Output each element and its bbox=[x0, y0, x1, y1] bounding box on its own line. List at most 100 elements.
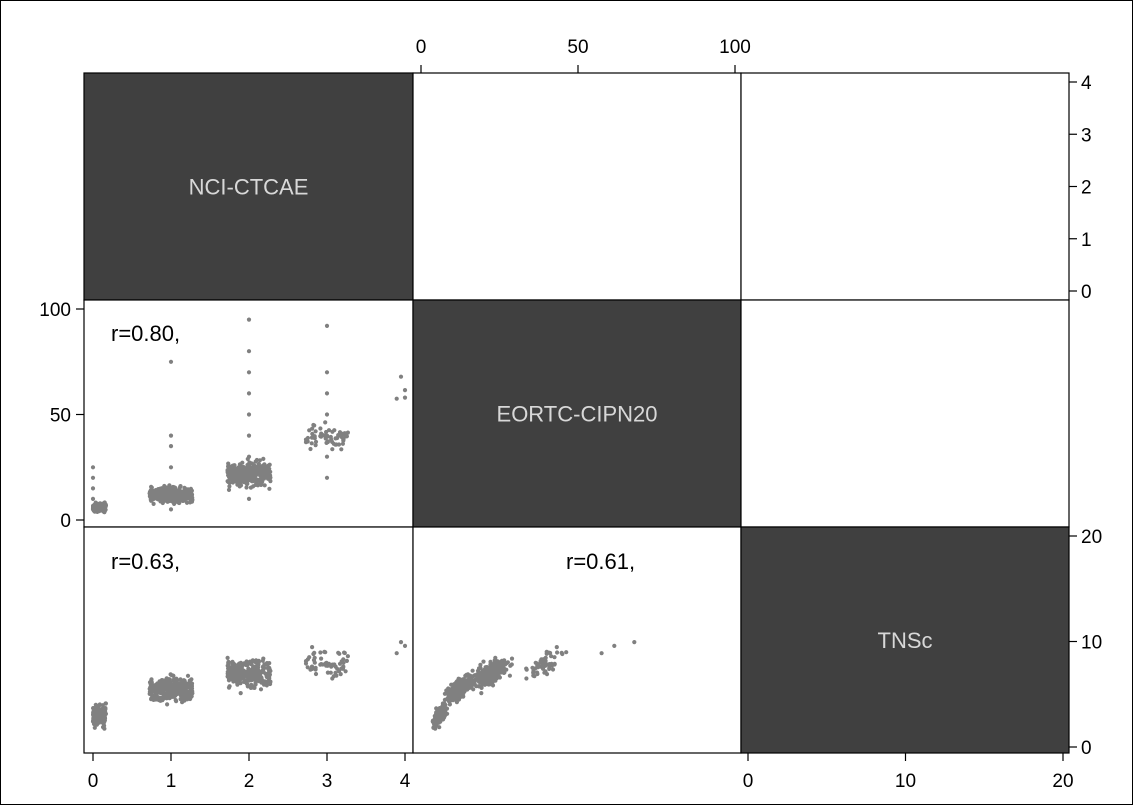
point-tnsc-vs-eortc bbox=[487, 682, 492, 687]
point-eortc-vs-nci bbox=[310, 426, 315, 431]
point-tnsc-vs-eortc bbox=[545, 662, 550, 667]
point-tnsc-vs-eortc bbox=[492, 672, 497, 678]
point-tnsc-vs-eortc bbox=[478, 665, 483, 671]
point-tnsc-vs-eortc bbox=[504, 667, 509, 672]
point-tnsc-vs-nci bbox=[103, 701, 108, 706]
point-tnsc-vs-nci bbox=[330, 663, 335, 668]
diagonal-panel-tnsc bbox=[740, 526, 1070, 754]
point-eortc-vs-nci bbox=[176, 495, 181, 500]
point-tnsc-vs-nci bbox=[153, 684, 158, 690]
tick-label-bottom-nci: 3 bbox=[322, 771, 333, 792]
point-eortc-vs-nci bbox=[189, 494, 194, 499]
point-tnsc-vs-nci bbox=[176, 687, 181, 692]
point-tnsc-vs-eortc bbox=[487, 674, 492, 680]
panel-r0-c2 bbox=[740, 72, 1070, 301]
point-tnsc-vs-eortc bbox=[482, 670, 487, 675]
point-eortc-vs-nci bbox=[94, 502, 99, 508]
point-eortc-vs-nci bbox=[311, 422, 316, 428]
point-tnsc-vs-nci bbox=[92, 725, 97, 730]
diagonal-panel-nci-ctcae bbox=[83, 72, 414, 301]
point-eortc-vs-nci bbox=[339, 447, 344, 452]
point-tnsc-vs-nci bbox=[398, 640, 404, 645]
point-tnsc-vs-nci bbox=[246, 666, 251, 671]
point-eortc-vs-nci bbox=[309, 441, 314, 446]
tick-label-bottom-nci: 1 bbox=[166, 771, 177, 792]
point-eortc-vs-nci bbox=[168, 465, 174, 470]
point-tnsc-vs-nci bbox=[96, 704, 101, 709]
point-eortc-vs-nci bbox=[303, 437, 309, 442]
point-eortc-vs-nci bbox=[238, 483, 244, 488]
point-tnsc-vs-nci bbox=[256, 658, 261, 664]
tick-label-right-nci: 0 bbox=[1081, 282, 1092, 303]
point-tnsc-vs-nci bbox=[226, 662, 231, 667]
tick-label-bottom-tnsc: 10 bbox=[895, 771, 916, 792]
point-tnsc-vs-nci bbox=[165, 702, 170, 707]
point-tnsc-vs-nci bbox=[322, 649, 327, 655]
point-eortc-vs-nci bbox=[246, 317, 252, 322]
point-tnsc-vs-nci bbox=[173, 683, 178, 688]
point-eortc-vs-nci bbox=[324, 454, 330, 459]
point-tnsc-vs-eortc bbox=[447, 702, 452, 707]
point-tnsc-vs-nci bbox=[339, 659, 344, 664]
point-tnsc-vs-nci bbox=[342, 650, 347, 655]
point-tnsc-vs-eortc bbox=[442, 691, 447, 696]
point-tnsc-vs-eortc bbox=[560, 651, 565, 657]
point-tnsc-vs-eortc bbox=[497, 668, 502, 674]
point-eortc-vs-nci bbox=[226, 473, 231, 478]
point-tnsc-vs-eortc bbox=[494, 658, 499, 664]
point-tnsc-vs-nci bbox=[230, 665, 235, 671]
point-eortc-vs-nci bbox=[90, 475, 96, 480]
point-eortc-vs-nci bbox=[246, 454, 252, 459]
point-eortc-vs-nci bbox=[394, 396, 399, 401]
point-eortc-vs-nci bbox=[172, 501, 177, 506]
point-tnsc-vs-nci bbox=[164, 685, 169, 690]
point-tnsc-vs-nci bbox=[152, 697, 157, 702]
point-tnsc-vs-nci bbox=[254, 663, 259, 668]
point-eortc-vs-nci bbox=[324, 412, 330, 417]
point-tnsc-vs-eortc bbox=[454, 685, 459, 690]
point-eortc-vs-nci bbox=[183, 488, 188, 493]
point-tnsc-vs-nci bbox=[235, 682, 240, 687]
point-tnsc-vs-nci bbox=[311, 658, 317, 663]
point-tnsc-vs-nci bbox=[102, 723, 107, 728]
point-tnsc-vs-eortc bbox=[500, 662, 505, 667]
point-tnsc-vs-nci bbox=[160, 698, 165, 703]
point-tnsc-vs-eortc bbox=[465, 672, 471, 677]
point-eortc-vs-nci bbox=[151, 501, 156, 506]
point-tnsc-vs-eortc bbox=[552, 655, 557, 660]
point-tnsc-vs-eortc bbox=[555, 650, 560, 655]
point-eortc-vs-nci bbox=[261, 456, 266, 461]
point-eortc-vs-nci bbox=[226, 487, 232, 492]
point-tnsc-vs-nci bbox=[310, 645, 315, 650]
point-tnsc-vs-nci bbox=[149, 678, 154, 683]
point-tnsc-vs-nci bbox=[334, 673, 339, 678]
diagonal-panel-eortc-cipn20 bbox=[412, 299, 742, 528]
tick-label-top-eortc: 50 bbox=[567, 37, 588, 58]
tick-label-bottom-tnsc: 0 bbox=[743, 771, 754, 792]
point-tnsc-vs-eortc bbox=[435, 719, 440, 724]
point-tnsc-vs-nci bbox=[185, 673, 191, 678]
tick-label-right-nci: 4 bbox=[1081, 73, 1092, 94]
point-tnsc-vs-nci bbox=[251, 685, 256, 690]
point-eortc-vs-nci bbox=[246, 496, 252, 501]
point-tnsc-vs-nci bbox=[232, 662, 237, 667]
point-tnsc-vs-nci bbox=[244, 662, 249, 667]
point-tnsc-vs-nci bbox=[153, 691, 158, 697]
correlation-label-r2-c1: r=0.61, bbox=[566, 549, 635, 574]
point-tnsc-vs-nci bbox=[343, 669, 348, 674]
panel-r2-c1 bbox=[412, 526, 742, 754]
point-eortc-vs-nci bbox=[310, 431, 315, 436]
point-eortc-vs-nci bbox=[398, 374, 404, 379]
point-eortc-vs-nci bbox=[164, 496, 169, 501]
point-eortc-vs-nci bbox=[324, 429, 329, 435]
point-tnsc-vs-eortc bbox=[547, 666, 552, 672]
point-eortc-vs-nci bbox=[241, 472, 247, 477]
point-eortc-vs-nci bbox=[244, 485, 249, 490]
point-eortc-vs-nci bbox=[330, 439, 335, 444]
point-tnsc-vs-nci bbox=[183, 694, 188, 699]
point-tnsc-vs-nci bbox=[257, 679, 262, 684]
point-eortc-vs-nci bbox=[246, 412, 252, 417]
point-tnsc-vs-eortc bbox=[449, 682, 454, 687]
point-eortc-vs-nci bbox=[160, 497, 165, 502]
